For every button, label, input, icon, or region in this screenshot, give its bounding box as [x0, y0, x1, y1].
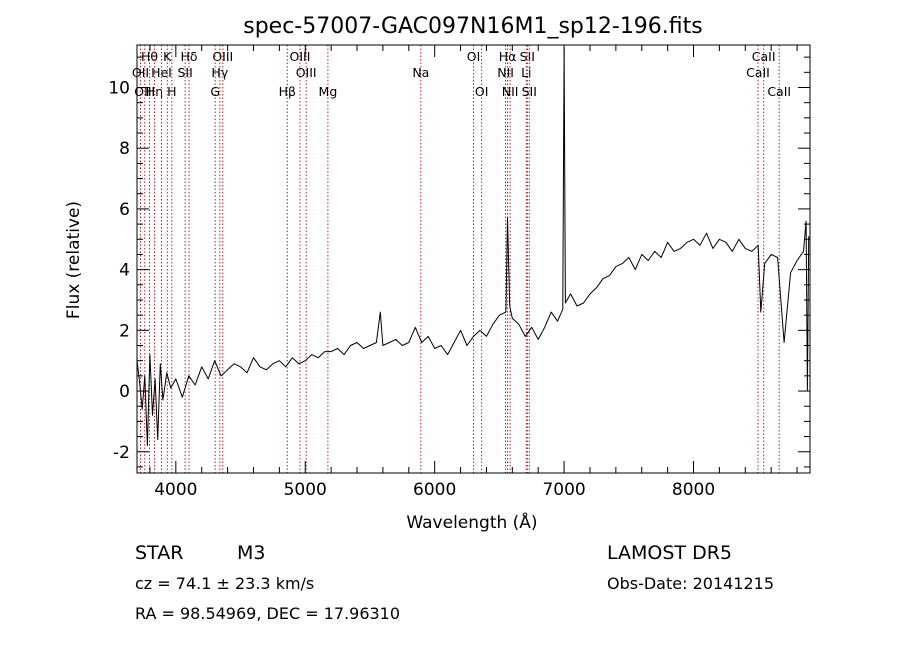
spectrum-series — [136, 47, 810, 447]
spectrum-line — [136, 47, 810, 447]
spectral-line-label: OIII — [296, 65, 317, 80]
x-tick-label: 8000 — [672, 480, 715, 500]
spectral-line-label: OI — [467, 49, 481, 64]
spectral-line-label: H — [167, 84, 176, 99]
redshift-velocity: cz = 74.1 ± 23.3 km/s — [135, 574, 314, 593]
spectral-line-label: Hη — [146, 84, 163, 99]
plot-border — [136, 44, 811, 474]
spectral-line-label: Li — [521, 65, 531, 80]
spectral-line-label: OI — [475, 84, 489, 99]
x-tick-label: 4000 — [154, 480, 197, 500]
plot-frame — [136, 44, 811, 474]
survey-label: LAMOST DR5 — [607, 542, 732, 564]
spectral-line-label: Mg — [319, 84, 338, 99]
x-tick-label: 5000 — [284, 480, 327, 500]
spectral-line-label: Hθ — [141, 49, 158, 64]
spectral-line-label: OIII — [212, 49, 233, 64]
chart-title: spec-57007-GAC097N16M1_sp12-196.fits — [243, 14, 703, 39]
axis-ticks: 4000 5000 6000 7000 8000 -2 0 2 4 6 8 10 — [108, 45, 810, 500]
x-tick-label: 7000 — [542, 480, 585, 500]
y-tick-label: -2 — [113, 443, 130, 463]
spectral-line-label: SII — [177, 65, 192, 80]
spectral-line-label: CaII — [746, 65, 770, 80]
x-axis-label: Wavelength (Å) — [406, 511, 537, 533]
y-tick-label: 4 — [119, 261, 130, 281]
observation-date: Obs-Date: 20141215 — [607, 574, 774, 593]
spectral-line-label: Hδ — [180, 49, 197, 64]
spectral-line-label: K — [163, 49, 172, 64]
y-tick-label: 2 — [119, 321, 130, 341]
spectral-line-label: NII — [497, 65, 514, 80]
spectral-line-label: Hβ — [279, 84, 296, 99]
spectral-line-label: Hγ — [211, 65, 228, 80]
object-subclass: M3 — [237, 542, 265, 564]
y-tick-label: 10 — [108, 78, 130, 98]
spectral-line-label: CaII — [752, 49, 776, 64]
spectral-line-label: G — [210, 84, 220, 99]
spectral-line-label: NII — [502, 84, 519, 99]
spectral-line-label: HeI — [151, 65, 172, 80]
spectral-line-label: SII — [520, 49, 535, 64]
spectral-line-label: CaII — [767, 84, 791, 99]
spectral-line-label: Na — [412, 65, 429, 80]
object-class: STAR — [135, 542, 183, 564]
sky-coordinates: RA = 98.54969, DEC = 17.96310 — [135, 604, 400, 623]
spectral-line-label: OIII — [289, 49, 310, 64]
y-tick-label: 0 — [119, 382, 130, 402]
y-tick-label: 6 — [119, 200, 130, 220]
spectral-line-label: Hα — [499, 49, 517, 64]
y-tick-label: 8 — [119, 139, 130, 159]
x-tick-label: 6000 — [413, 480, 456, 500]
y-axis-label: Flux (relative) — [64, 201, 84, 319]
spectral-line-label: SII — [522, 84, 537, 99]
